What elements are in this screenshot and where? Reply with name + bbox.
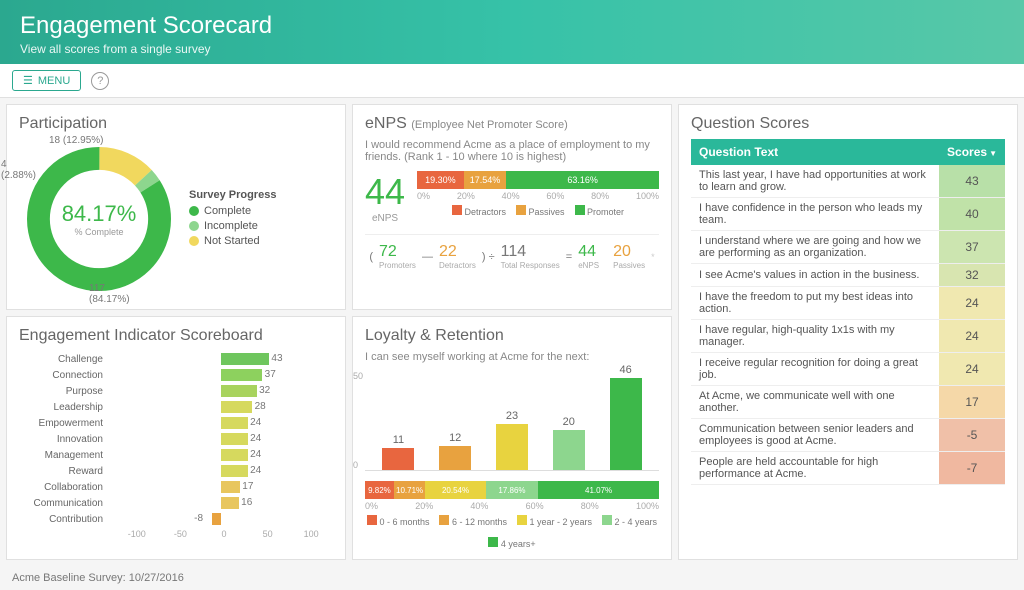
loyalty-bar: 20	[545, 416, 592, 470]
loyalty-seg: 10.71%	[394, 481, 425, 499]
scoreboard-chart: Challenge 43 Connection 37 Purpose 32 Le…	[19, 351, 333, 527]
table-row[interactable]: Communication between senior leaders and…	[691, 419, 1005, 452]
enps-formula: ( 72Promoters — 22Detractors ) ÷ 114Tota…	[365, 234, 659, 270]
participation-legend: Survey Progress CompleteIncompleteNot St…	[189, 189, 276, 250]
enps-seg: 63.16%	[506, 171, 659, 189]
scoreboard-row: Reward 24	[19, 463, 333, 479]
scoreboard-row: Management 24	[19, 447, 333, 463]
table-row[interactable]: I receive regular recognition for doing …	[691, 353, 1005, 386]
loyalty-seg: 20.54%	[425, 481, 485, 499]
help-icon[interactable]: ?	[91, 72, 109, 90]
page-subtitle: View all scores from a single survey	[20, 42, 1004, 56]
loyalty-card: Loyalty & Retention I can see myself wor…	[352, 316, 672, 560]
footer: Acme Baseline Survey: 10/27/2016	[0, 566, 1024, 590]
scoreboard-row: Innovation 24	[19, 431, 333, 447]
table-row[interactable]: People are held accountable for high per…	[691, 452, 1005, 485]
legend-item: Not Started	[189, 235, 276, 247]
scoreboard-card: Engagement Indicator Scoreboard Challeng…	[6, 316, 346, 560]
participation-card: Participation 84.17% % Complete 18 (12.9…	[6, 104, 346, 310]
loyalty-bar: 11	[375, 434, 422, 470]
donut-label-notstarted: 18 (12.95%)	[49, 135, 103, 146]
scoreboard-row: Collaboration 17	[19, 479, 333, 495]
donut-label-complete: 117(84.17%)	[89, 283, 130, 305]
scoreboard-row: Leadership 28	[19, 399, 333, 415]
legend-item: Complete	[189, 205, 276, 217]
scoreboard-row: Connection 37	[19, 367, 333, 383]
loyalty-seg: 41.07%	[538, 481, 659, 499]
scoreboard-row: Challenge 43	[19, 351, 333, 367]
questions-title: Question Scores	[691, 115, 1005, 133]
donut-label-incomplete: 4(2.88%)	[1, 159, 36, 181]
participation-pct: 84.17%	[62, 201, 137, 227]
legend-item: Incomplete	[189, 220, 276, 232]
sort-desc-icon: ▼	[989, 149, 997, 158]
table-row[interactable]: I have regular, high-quality 1x1s with m…	[691, 320, 1005, 353]
enps-desc: I would recommend Acme as a place of emp…	[365, 139, 659, 163]
enps-seg: 17.54%	[464, 171, 506, 189]
menu-button[interactable]: MENU	[12, 70, 81, 91]
participation-donut: 84.17% % Complete 18 (12.95%) 4(2.88%) 1…	[19, 139, 179, 299]
loyalty-title: Loyalty & Retention	[365, 327, 659, 345]
enps-card: eNPS (Employee Net Promoter Score) I wou…	[352, 104, 672, 310]
loyalty-bar: 12	[432, 432, 479, 470]
loyalty-bar: 23	[489, 410, 536, 470]
loyalty-desc: I can see myself working at Acme for the…	[365, 351, 659, 363]
participation-pct-label: % Complete	[62, 227, 137, 237]
loyalty-seg: 9.82%	[365, 481, 394, 499]
loyalty-seg: 17.86%	[486, 481, 539, 499]
scoreboard-row: Empowerment 24	[19, 415, 333, 431]
table-row[interactable]: I understand where we are going and how …	[691, 231, 1005, 264]
scoreboard-title: Engagement Indicator Scoreboard	[19, 327, 333, 345]
scoreboard-row: Purpose 32	[19, 383, 333, 399]
scoreboard-row: Communication 16	[19, 495, 333, 511]
table-row[interactable]: This last year, I have had opportunities…	[691, 165, 1005, 198]
col-scores[interactable]: Scores▼	[939, 139, 1005, 165]
table-row[interactable]: I have the freedom to put my best ideas …	[691, 287, 1005, 320]
loyalty-chart: 50 0 1112232046	[365, 371, 659, 471]
participation-title: Participation	[19, 115, 333, 133]
col-question-text[interactable]: Question Text	[691, 139, 939, 165]
enps-stacked-bar: 19.30%17.54%63.16% 0%20%40%60%80%100% De…	[417, 171, 659, 217]
enps-seg: 19.30%	[417, 171, 464, 189]
toolbar: MENU ?	[0, 64, 1024, 98]
loyalty-bar: 46	[602, 364, 649, 470]
page-header: Engagement Scorecard View all scores fro…	[0, 0, 1024, 64]
scoreboard-row: Contribution -8	[19, 511, 333, 527]
dashboard-grid: Participation 84.17% % Complete 18 (12.9…	[0, 98, 1024, 566]
page-title: Engagement Scorecard	[20, 12, 1004, 40]
enps-title: eNPS (Employee Net Promoter Score)	[365, 115, 659, 133]
table-row[interactable]: I have confidence in the person who lead…	[691, 198, 1005, 231]
table-row[interactable]: I see Acme's values in action in the bus…	[691, 264, 1005, 287]
enps-score: 44 eNPS	[365, 171, 405, 224]
questions-table: Question Text Scores▼ This last year, I …	[691, 139, 1005, 485]
table-row[interactable]: At Acme, we communicate well with one an…	[691, 386, 1005, 419]
questions-card: Question Scores Question Text Scores▼ Th…	[678, 104, 1018, 560]
